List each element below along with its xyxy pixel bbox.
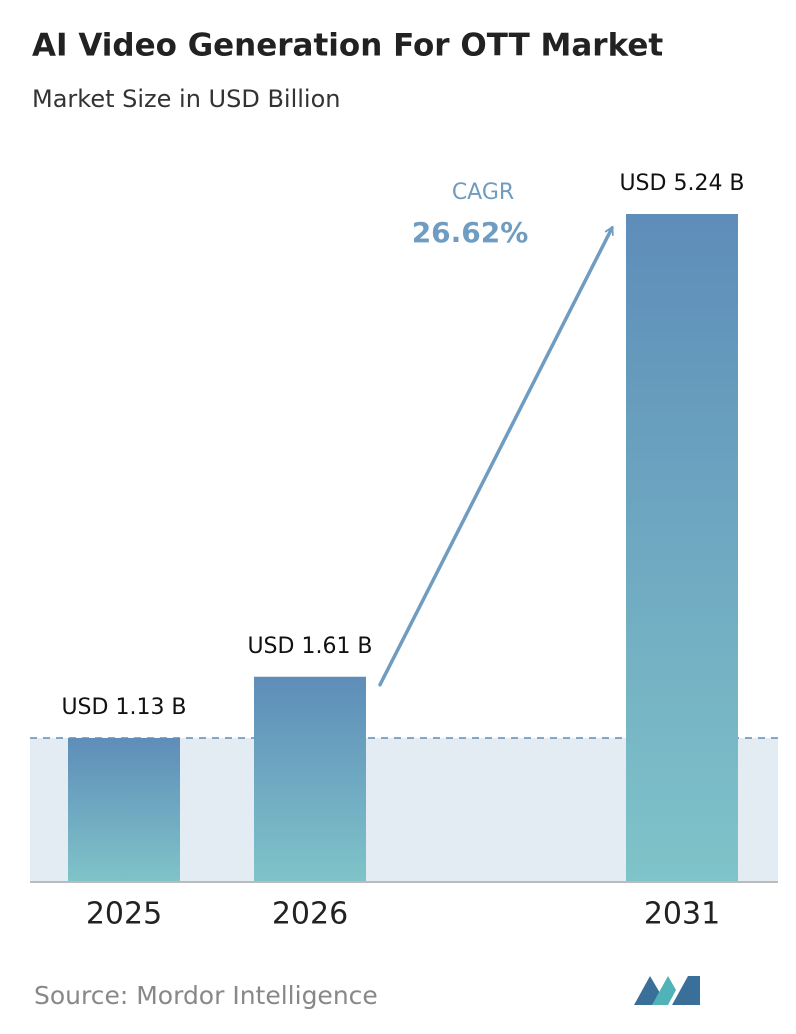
bar bbox=[626, 214, 738, 882]
bar bbox=[68, 737, 180, 882]
cagr-arrow bbox=[378, 225, 614, 687]
value-label: USD 5.24 B bbox=[619, 171, 744, 196]
logo bbox=[634, 976, 700, 1005]
value-label: USD 1.61 B bbox=[247, 634, 372, 659]
chart-subtitle: Market Size in USD Billion bbox=[32, 85, 340, 113]
x-tick-label: 2031 bbox=[644, 897, 720, 932]
source: Source: Mordor Intelligence bbox=[34, 981, 378, 1010]
bar bbox=[254, 676, 366, 882]
plot-area: USD 1.13 B 2025 USD 1.61 B 2026 USD 5.24 B 20… bbox=[30, 171, 778, 932]
x-tick-label: 2025 bbox=[86, 897, 162, 932]
annotation-label: CAGR bbox=[452, 180, 514, 205]
chart-title: AI Video Generation For OTT Market bbox=[32, 28, 663, 64]
annotation-value: 26.62% bbox=[412, 216, 529, 249]
value-label: USD 1.13 B bbox=[61, 695, 186, 720]
x-tick-label: 2026 bbox=[272, 897, 348, 932]
